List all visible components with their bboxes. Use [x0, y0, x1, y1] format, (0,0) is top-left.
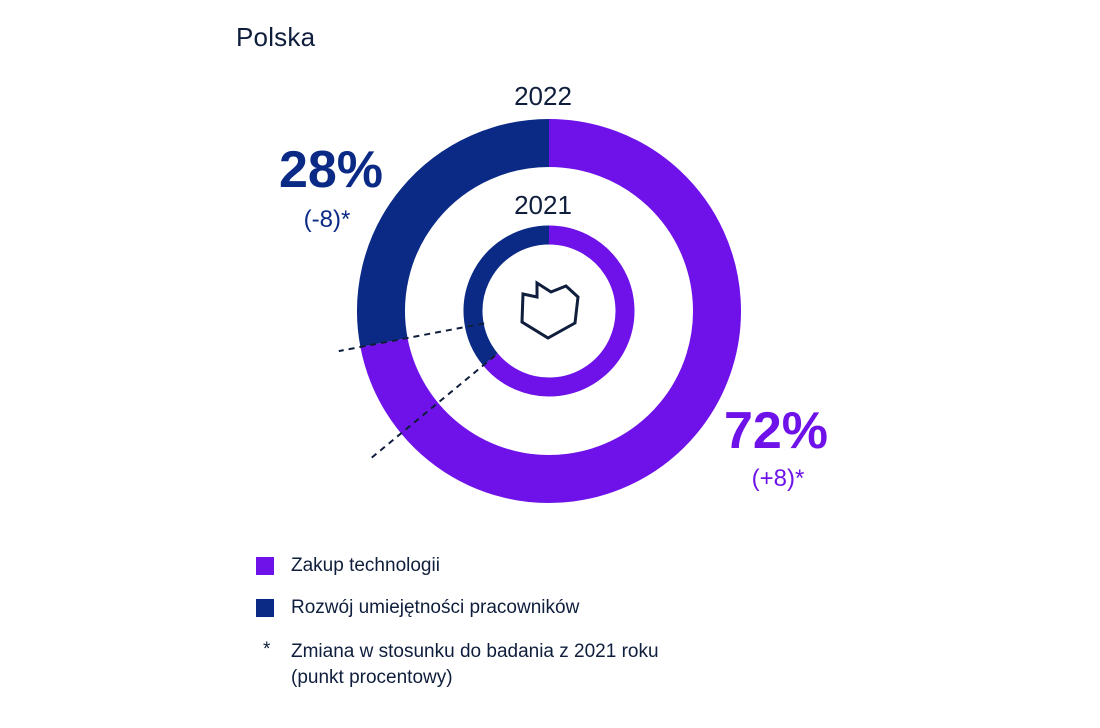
- outer-ring-2022: [357, 119, 741, 503]
- footnote-text: Zmiana w stosunku do badania z 2021 roku…: [291, 639, 659, 691]
- inner-ring-year-label: 2021: [514, 190, 572, 220]
- inner-ring-2021: [463, 225, 635, 397]
- data-label-skills-value: 28%: [279, 141, 383, 199]
- legend-item-tech: Zakup technologii: [254, 553, 814, 595]
- page-title: Polska: [236, 22, 316, 52]
- legend-swatch-tech: [256, 557, 274, 575]
- legend-label-tech: Zakup technologii: [291, 555, 440, 576]
- legend-label-skills: Rozwój umiejętności pracowników: [291, 597, 580, 618]
- inner-ring-segment-tech: [483, 225, 635, 397]
- data-label-tech-change: (+8)*: [752, 465, 805, 492]
- outer-ring-segment-tech: [360, 119, 741, 503]
- outer-ring-segment-skills: [357, 119, 550, 347]
- data-label-skills-change: (-8)*: [304, 206, 351, 233]
- legend-item-skills: Rozwój umiejętności pracowników: [254, 595, 814, 637]
- footnote-line-2: (punkt procentowy): [291, 667, 453, 688]
- footnote-line-1: Zmiana w stosunku do badania z 2021 roku: [291, 641, 659, 662]
- leader-lines: [338, 322, 496, 462]
- leader-line-2022: [338, 322, 485, 353]
- inner-ring-segment-skills: [463, 225, 550, 366]
- poland-map-icon: [520, 280, 580, 340]
- leader-line-2021: [367, 354, 496, 462]
- footnote-asterisk: *: [263, 639, 271, 660]
- legend: Zakup technologii Rozwój umiejętności pr…: [254, 553, 814, 688]
- outer-ring-year-label: 2022: [514, 81, 572, 111]
- legend-footnote: * Zmiana w stosunku do badania z 2021 ro…: [254, 637, 814, 688]
- legend-swatch-skills: [256, 599, 274, 617]
- data-label-tech-value: 72%: [724, 402, 828, 460]
